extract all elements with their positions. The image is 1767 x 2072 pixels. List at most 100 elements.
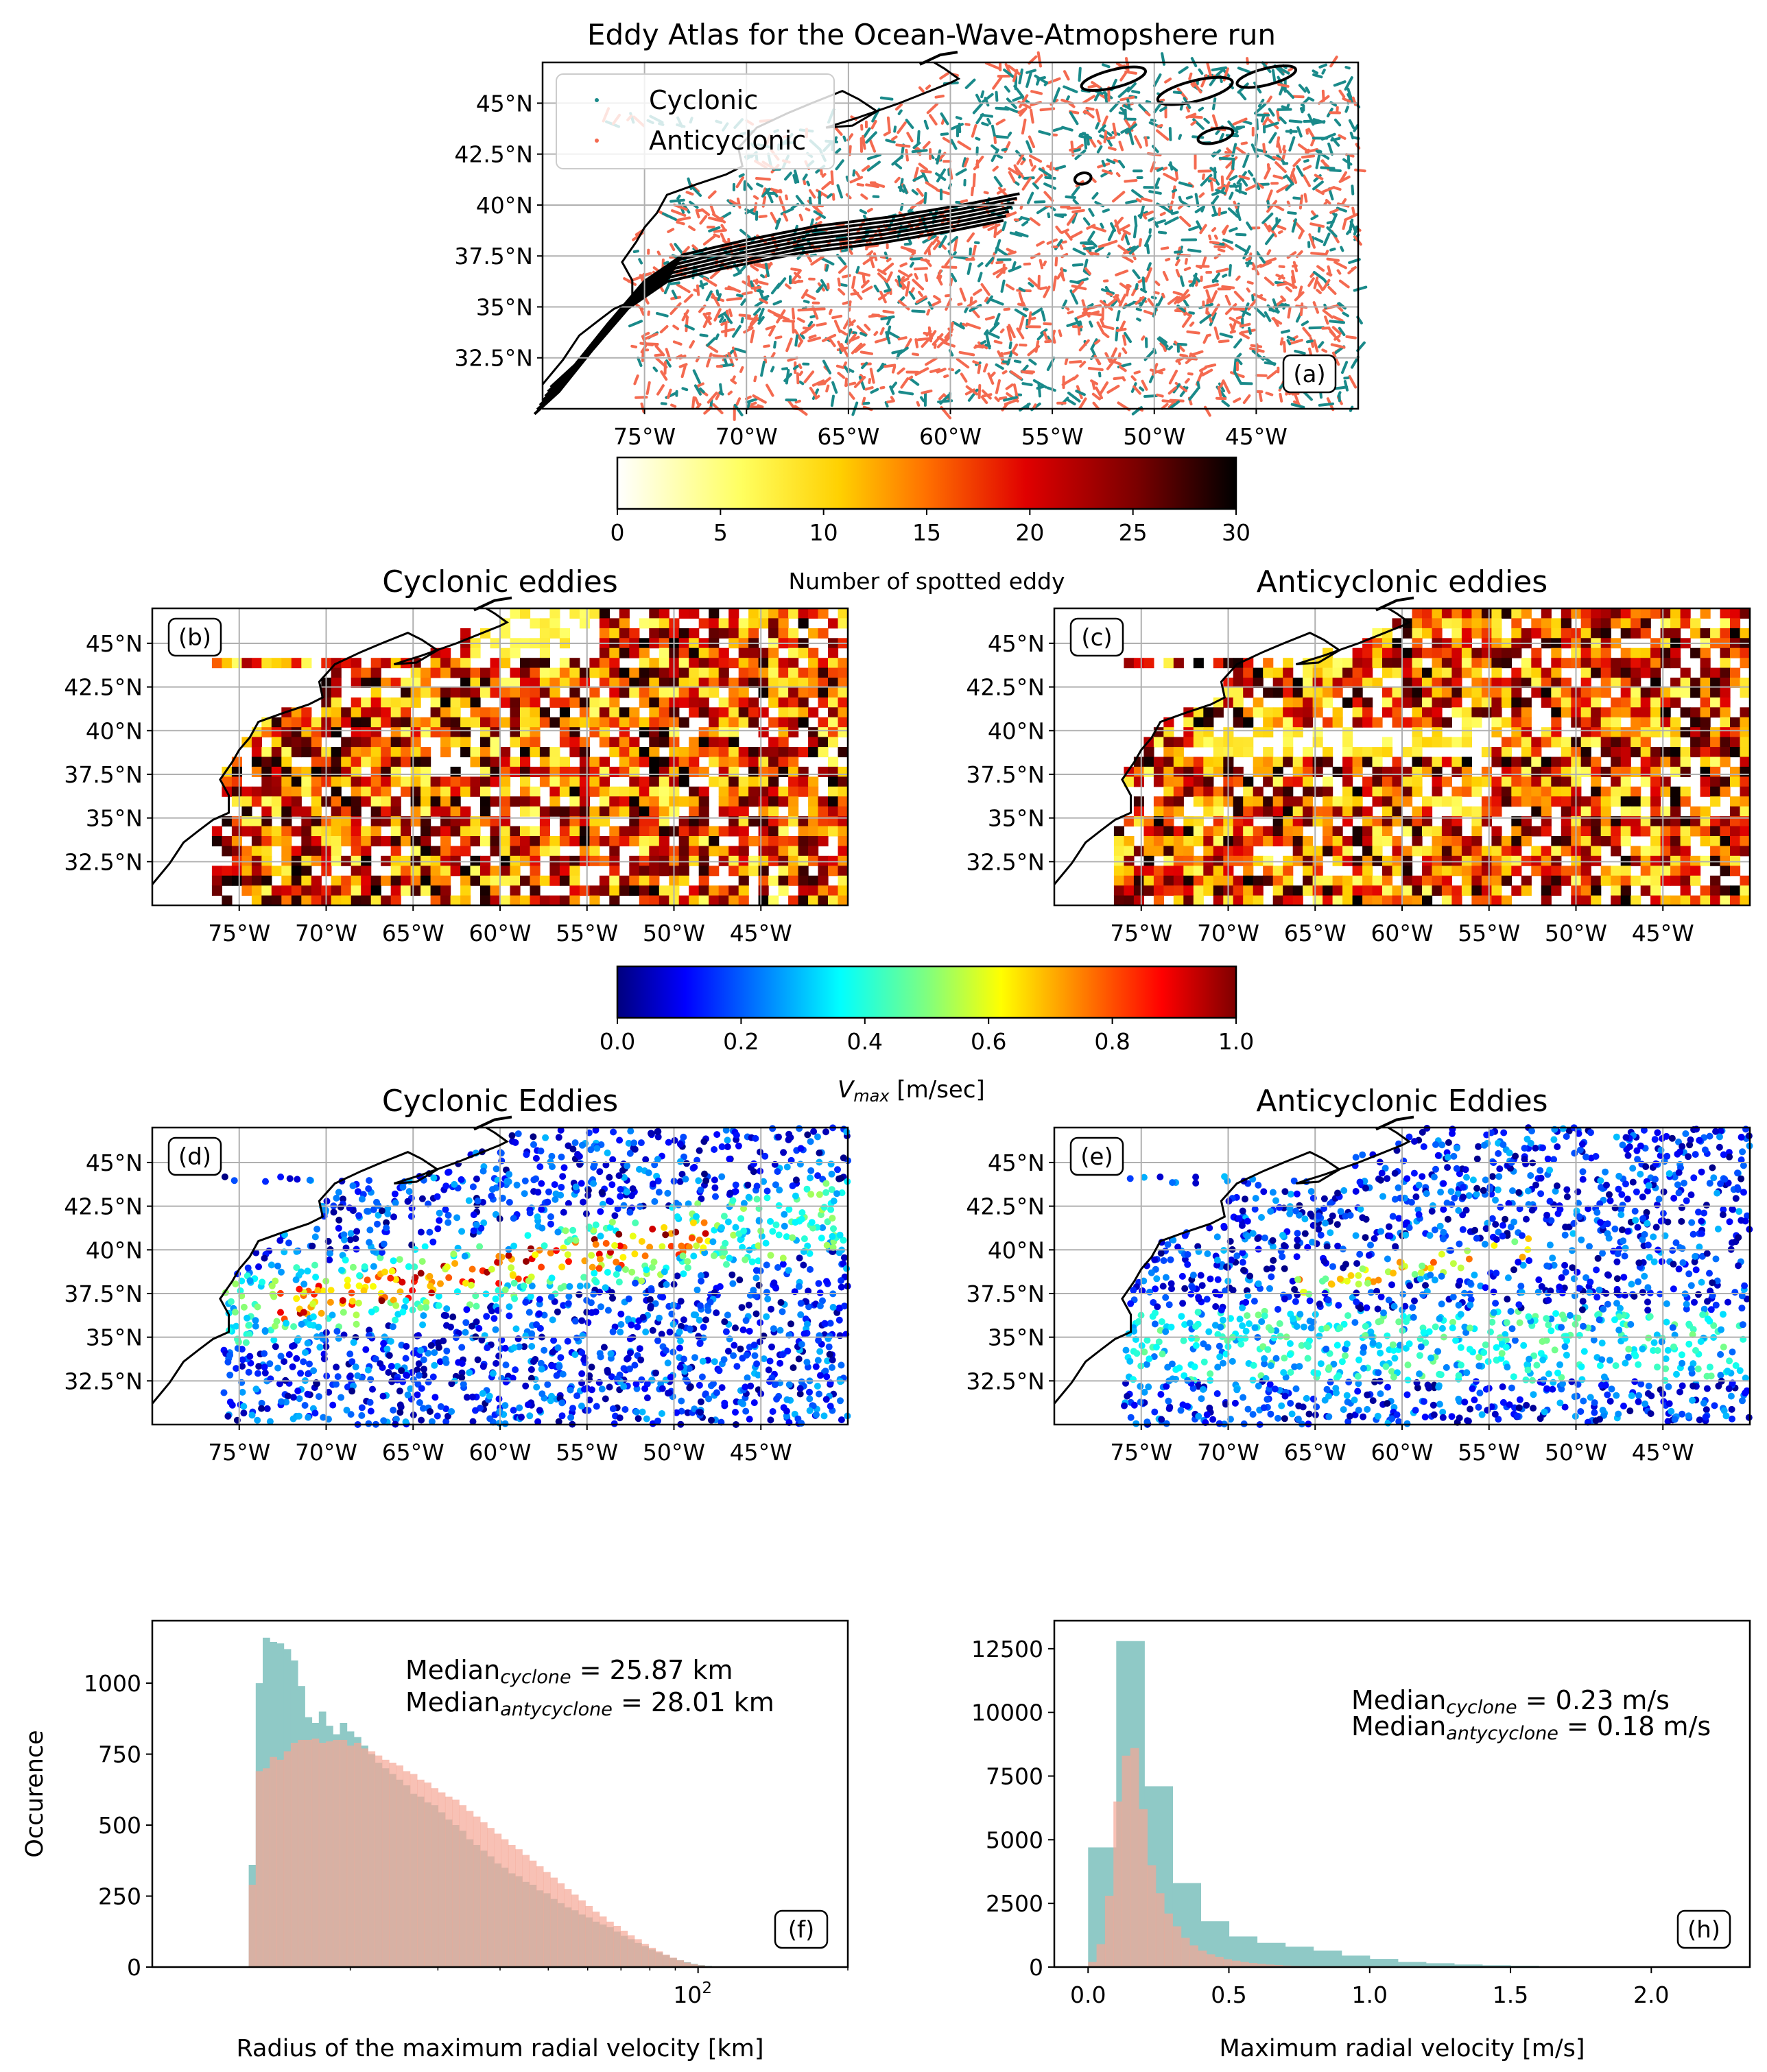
panel-a-track bbox=[1078, 134, 1088, 139]
panel-b-cell bbox=[678, 717, 689, 728]
panel-c-cell bbox=[1561, 875, 1572, 886]
panel-c-cell bbox=[1432, 647, 1443, 658]
panel-c-cell bbox=[1253, 786, 1264, 797]
panel-c-cell bbox=[1422, 737, 1433, 748]
panel-c-cell bbox=[1611, 757, 1622, 767]
panel-c-cell bbox=[1451, 836, 1462, 846]
panel-a-track bbox=[1329, 330, 1341, 343]
panel-b-cell bbox=[370, 697, 381, 708]
panel-b-cell bbox=[758, 875, 769, 886]
panel-b-cell bbox=[530, 836, 541, 846]
panel-a-track bbox=[1003, 68, 1015, 78]
panel-c-cell bbox=[1292, 806, 1303, 817]
panel-b-cell bbox=[351, 806, 361, 817]
panel-b-cell bbox=[599, 667, 610, 678]
panel-c-cell bbox=[1611, 776, 1622, 787]
panel-c-cell bbox=[1243, 846, 1254, 857]
panel-c-cell bbox=[1163, 747, 1174, 758]
panel-b-cell bbox=[609, 737, 620, 748]
panel-c-cell bbox=[1660, 866, 1671, 877]
panel-b-cell bbox=[678, 855, 689, 866]
panel-a-track bbox=[952, 251, 957, 257]
panel-b-cell bbox=[569, 687, 580, 698]
panel-a-track bbox=[1344, 76, 1353, 91]
panel-b-cell bbox=[569, 667, 580, 678]
panel-a-track bbox=[1344, 106, 1349, 113]
panel-a-track bbox=[767, 309, 781, 318]
panel-a-track bbox=[1195, 279, 1199, 287]
panel-b-cell bbox=[649, 786, 660, 797]
panel-c-cell bbox=[1342, 885, 1353, 896]
panel-c-cell bbox=[1372, 717, 1383, 728]
panel-c-cell bbox=[1680, 855, 1691, 866]
panel-b-xtick-label-6: 45°W bbox=[730, 920, 792, 946]
panel-a-track bbox=[1029, 154, 1043, 163]
panel-b-cell bbox=[401, 757, 412, 767]
panel-c-cell bbox=[1441, 885, 1452, 896]
panel-b-cell bbox=[490, 707, 501, 718]
panel-b-cell bbox=[698, 885, 709, 896]
panel-b-cell bbox=[311, 727, 322, 738]
panel-b-cell bbox=[281, 796, 292, 807]
panel-b-cell bbox=[559, 855, 570, 866]
panel-c-cell bbox=[1263, 875, 1274, 886]
panel-c-cell bbox=[1283, 836, 1294, 846]
panel-a-track bbox=[640, 402, 645, 414]
panel-c-cell bbox=[1561, 806, 1572, 817]
panel-c-cell bbox=[1471, 697, 1482, 708]
panel-a-track bbox=[808, 334, 817, 340]
panel-c-cell bbox=[1432, 608, 1443, 619]
panel-c-cell bbox=[1511, 707, 1522, 718]
panel-c-cell bbox=[1700, 776, 1711, 787]
panel-b-cell bbox=[639, 885, 650, 896]
panel-c-cell bbox=[1640, 717, 1651, 728]
panel-a-track bbox=[877, 226, 884, 241]
panel-b-cell bbox=[222, 875, 233, 886]
panel-a-track bbox=[1224, 303, 1237, 315]
panel-b-cell bbox=[798, 875, 809, 886]
panel-b-cell bbox=[649, 737, 660, 748]
panel-c-cell bbox=[1292, 895, 1303, 906]
panel-c-cell bbox=[1461, 717, 1472, 728]
panel-a-track bbox=[1100, 318, 1105, 326]
panel-c-cell bbox=[1660, 717, 1671, 728]
panel-a-track bbox=[1126, 284, 1132, 288]
panel-c-cell bbox=[1422, 885, 1433, 896]
panel-c-cell bbox=[1113, 866, 1124, 877]
panel-c-cell bbox=[1441, 776, 1452, 787]
panel-b-cell bbox=[410, 875, 421, 886]
panel-b-cell bbox=[450, 895, 461, 906]
panel-b-cell bbox=[738, 717, 749, 728]
panel-b-cell bbox=[450, 786, 461, 797]
panel-c-cell bbox=[1183, 727, 1194, 738]
panel-c-cell bbox=[1561, 836, 1572, 846]
panel-a-track bbox=[1196, 220, 1203, 231]
panel-b-cell bbox=[271, 796, 282, 807]
panel-b-cell bbox=[351, 776, 361, 787]
panel-a-track bbox=[831, 193, 835, 201]
panel-c-cell bbox=[1710, 757, 1721, 767]
panel-b-cell bbox=[361, 717, 372, 728]
panel-c-cell bbox=[1660, 608, 1671, 619]
panel-c-cell bbox=[1272, 707, 1283, 718]
panel-c-cell bbox=[1541, 687, 1552, 698]
panel-c-cell bbox=[1511, 717, 1522, 728]
panel-a-track bbox=[821, 180, 832, 190]
panel-b-cell bbox=[589, 697, 600, 708]
panel-a-track bbox=[926, 102, 939, 115]
panel-a-track bbox=[1089, 251, 1100, 256]
panel-b-cell bbox=[301, 707, 312, 718]
panel-b-cell bbox=[609, 658, 620, 669]
panel-a-track bbox=[1202, 173, 1205, 180]
panel-a-track bbox=[1091, 81, 1102, 89]
panel-b-cell bbox=[510, 855, 521, 866]
panel-b-cell bbox=[798, 836, 809, 846]
panel-c-cell bbox=[1263, 806, 1274, 817]
panel-a-track bbox=[1329, 56, 1338, 68]
panel-c-cell bbox=[1501, 766, 1512, 777]
panel-a-track bbox=[1025, 72, 1032, 88]
panel-c-cell bbox=[1611, 667, 1622, 678]
panel-a-track bbox=[1323, 233, 1331, 247]
panel-b-cell bbox=[301, 747, 312, 758]
panel-c-cell bbox=[1700, 836, 1711, 846]
